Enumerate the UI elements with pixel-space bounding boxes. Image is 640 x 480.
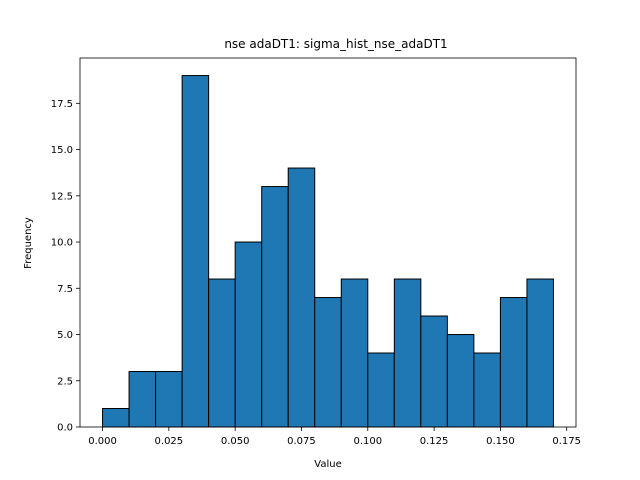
- histogram-bar: [208, 278, 236, 428]
- histogram-bar: [526, 278, 554, 428]
- histogram-bar: [155, 371, 183, 428]
- y-axis-label: Frequency: [23, 217, 34, 269]
- histogram-bar: [340, 278, 369, 428]
- histogram-bar: [261, 186, 289, 428]
- x-tick-label: 0.025: [155, 436, 184, 447]
- histogram-bar: [446, 334, 475, 428]
- x-axis-label: Value: [314, 459, 341, 470]
- histogram-bar: [102, 408, 130, 428]
- histogram-bar: [287, 167, 316, 428]
- y-tick-label: 2.5: [57, 376, 73, 387]
- histogram-bar: [499, 297, 528, 428]
- histogram-bar: [314, 297, 342, 428]
- histogram-bar: [420, 315, 448, 428]
- x-tick-label: 0.175: [552, 436, 581, 447]
- x-tick-label: 0.075: [287, 436, 316, 447]
- x-tick-label: 0.100: [353, 436, 382, 447]
- y-tick-label: 15.0: [51, 145, 73, 156]
- y-tick-label: 7.5: [57, 284, 73, 295]
- chart-title: nse adaDT1: sigma_hist_nse_adaDT1: [224, 37, 447, 51]
- y-tick-label: 10.0: [51, 238, 73, 249]
- histogram-bar: [367, 352, 395, 428]
- x-axis-ticks: 0.000 0.025 0.050 0.075 0.100 0.125 0.150 0.175: [88, 427, 581, 447]
- histogram-bar: [128, 371, 157, 428]
- y-tick-label: 12.5: [51, 191, 73, 202]
- x-tick-label: 0.050: [221, 436, 250, 447]
- histogram-bar: [393, 278, 422, 428]
- y-tick-label: 0.0: [57, 423, 73, 434]
- y-tick-label: 17.5: [51, 99, 73, 110]
- plot-area-frame: [79, 57, 577, 428]
- x-tick-label: 0.150: [486, 436, 515, 447]
- y-tick-label: 5.0: [57, 330, 73, 341]
- x-tick-label: 0.000: [88, 436, 117, 447]
- x-tick-label: 0.125: [420, 436, 449, 447]
- histogram-bar: [181, 75, 210, 428]
- histogram-bar: [234, 241, 263, 428]
- bars-layer: [102, 75, 554, 428]
- histogram-bar: [473, 352, 501, 428]
- y-axis-ticks: 0.0 2.5 5.0 7.5 10.0 12.5 15.0 17.5: [51, 99, 80, 434]
